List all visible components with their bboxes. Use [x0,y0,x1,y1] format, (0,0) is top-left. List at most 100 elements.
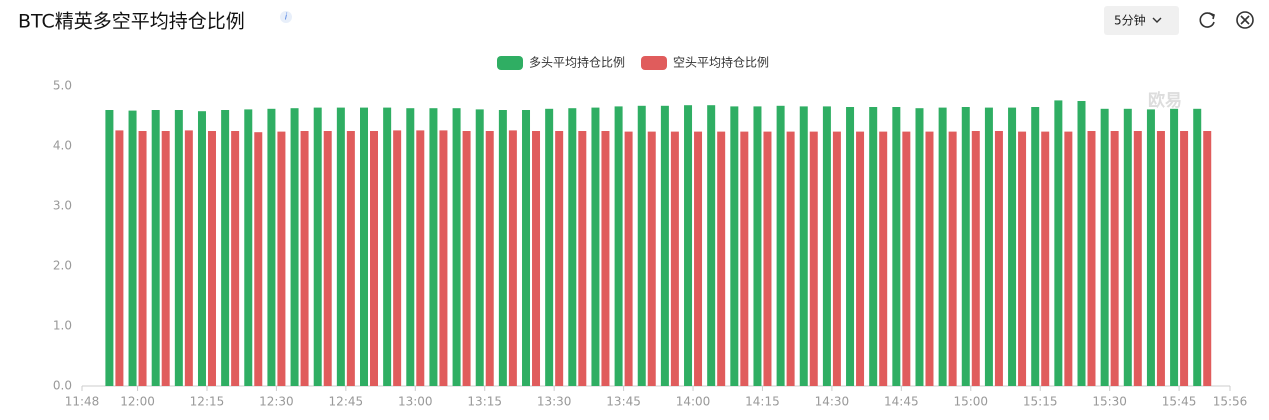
y-tick-label: 0.0 [53,379,72,393]
bar [763,131,772,386]
bar [138,131,147,386]
x-tick-label: 13:45 [606,395,641,409]
refresh-button[interactable] [1199,12,1215,28]
watermark: 欧易 [1148,90,1182,111]
bar [323,131,332,386]
bar [1180,131,1189,386]
y-tick-label: 4.0 [53,139,72,153]
bar [591,107,600,386]
legend-label: 多头平均持仓比例 [529,55,625,70]
interval-label: 5分钟 [1114,13,1146,28]
bar [971,131,980,386]
bar [1077,101,1086,386]
bar [439,130,448,386]
bar [925,131,934,386]
bar [879,131,888,386]
bar [1064,131,1073,386]
bar [254,132,263,386]
bar [1123,108,1132,387]
bar [485,131,494,386]
bar [902,131,911,386]
bar [267,108,276,387]
x-tick-label: 15:15 [1023,395,1058,409]
bar [647,131,656,386]
bar [555,131,564,386]
bar [753,106,762,387]
interval-dropdown[interactable] [1104,6,1179,35]
bar [730,106,739,387]
bar [1133,131,1142,386]
x-tick-label: 12:00 [120,395,155,409]
bar [416,130,425,386]
bar [684,105,693,386]
bar [994,131,1003,386]
bar [624,131,633,386]
bar [462,131,471,386]
bar [915,108,924,386]
x-tick-label: 11:48 [65,395,100,409]
bar [313,107,322,386]
info-text: i [285,13,288,23]
bar [184,130,193,386]
chart-title: BTC精英多空平均持仓比例 [18,11,245,33]
x-tick-label: 12:15 [190,395,225,409]
x-tick-label: 13:00 [398,395,433,409]
bar [568,108,577,386]
bar [545,108,554,387]
bar [370,131,378,386]
bar [360,107,368,386]
y-tick-label: 2.0 [53,259,72,273]
bar [128,110,137,386]
bar [383,107,392,386]
bar [1146,109,1155,387]
bar [1193,108,1202,387]
bar [406,108,415,386]
bar [961,107,970,386]
bar [429,108,438,386]
bar [984,107,993,386]
x-tick-label: 13:30 [537,395,572,409]
x-tick-label: 13:15 [467,395,502,409]
bar [776,105,785,387]
bar [393,130,402,386]
bar [637,105,646,387]
bar [1041,131,1050,386]
bar [1203,131,1212,386]
x-tick-label: 12:45 [329,395,364,409]
bar [1087,131,1096,386]
x-tick-label: 15:30 [1092,395,1127,409]
bar [578,131,587,386]
bar [452,108,461,386]
bar [707,105,716,386]
legend-swatch [641,56,667,70]
x-tick-label: 15:56 [1213,395,1248,409]
bar [115,130,124,386]
legend-label: 空头平均持仓比例 [673,55,769,70]
bar [740,131,749,386]
bar [336,107,345,386]
bar [856,131,865,386]
bar [1054,100,1063,387]
bar [532,131,541,386]
info-icon[interactable] [280,11,292,23]
bar [822,106,831,387]
bar [1100,108,1109,387]
bar [221,110,230,386]
bar [869,107,878,386]
bar [809,131,818,386]
y-tick-label: 3.0 [53,199,72,213]
bar [948,131,957,386]
dropdown-arrow [1152,17,1162,23]
x-tick-label: 14:30 [815,395,850,409]
bar [832,131,841,386]
bar [207,131,216,386]
y-tick-label: 5.0 [53,79,72,93]
x-tick-label: 14:15 [745,395,780,409]
bar [717,131,726,386]
bar [231,131,240,386]
bar [161,131,170,386]
bar [660,105,669,387]
bar [475,109,484,387]
close-button[interactable] [1236,11,1254,29]
